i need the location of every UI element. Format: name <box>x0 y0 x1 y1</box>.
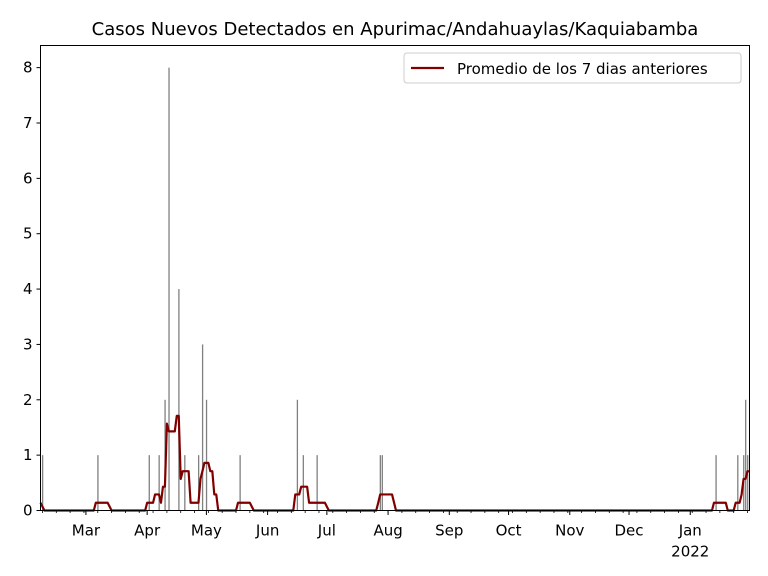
x-tick-label: Sep <box>435 522 463 540</box>
legend-box <box>403 52 742 84</box>
y-tick-label: 4 <box>23 280 33 298</box>
x-tick-label: Dec <box>615 522 644 540</box>
x-axis: Mar Apr May Jun Jul Aug Sep Oct Nov Dec Jan 2022 <box>42 510 748 561</box>
bar <box>205 399 208 511</box>
y-tick-label: 2 <box>23 391 33 409</box>
bar <box>316 455 318 511</box>
x-tick-label: May <box>191 522 222 540</box>
y-tick-label: 1 <box>23 446 33 464</box>
y-tick-label: 3 <box>23 335 33 353</box>
bar <box>745 399 747 511</box>
bar <box>239 455 241 511</box>
y-tick-label: 5 <box>23 225 33 243</box>
seven-day-average-line <box>39 414 750 512</box>
x-tick-label: Jun <box>255 522 279 540</box>
bar <box>201 344 204 511</box>
bar <box>747 455 749 511</box>
bar <box>715 455 717 511</box>
bar <box>148 455 150 511</box>
bar <box>178 289 180 511</box>
legend: Promedio de los 7 dias anteriores <box>403 52 742 84</box>
plot-frame <box>40 45 750 511</box>
bar <box>302 455 304 511</box>
y-axis: 0 1 2 3 4 5 6 7 8 <box>23 59 41 520</box>
bars-layer <box>41 67 749 511</box>
bar <box>379 455 381 511</box>
bar <box>158 455 160 511</box>
bar <box>296 399 299 511</box>
x-tick-label: Jul <box>317 522 336 540</box>
bar <box>97 455 99 511</box>
bar <box>737 455 739 511</box>
x-tick-label: Oct <box>496 522 522 540</box>
y-tick-label: 7 <box>23 114 33 132</box>
y-tick-label: 0 <box>23 502 33 520</box>
bar <box>41 455 44 511</box>
x-tick-label: Aug <box>373 522 402 540</box>
legend-label: Promedio de los 7 dias anteriores <box>457 60 708 78</box>
bar <box>184 455 186 511</box>
bar <box>381 455 383 511</box>
x-tick-label: Apr <box>134 522 161 540</box>
bar <box>168 67 170 511</box>
y-tick-label: 6 <box>23 169 33 187</box>
x-tick-label: Mar <box>72 522 101 540</box>
bar <box>197 455 200 511</box>
x-tick-label: Nov <box>555 522 584 540</box>
x-tick-label: Jan <box>678 522 702 540</box>
x-tick-year-label: 2022 <box>671 543 709 561</box>
y-tick-label: 8 <box>23 59 33 77</box>
chart-title: Casos Nuevos Detectados en Apurimac/Anda… <box>92 19 699 40</box>
